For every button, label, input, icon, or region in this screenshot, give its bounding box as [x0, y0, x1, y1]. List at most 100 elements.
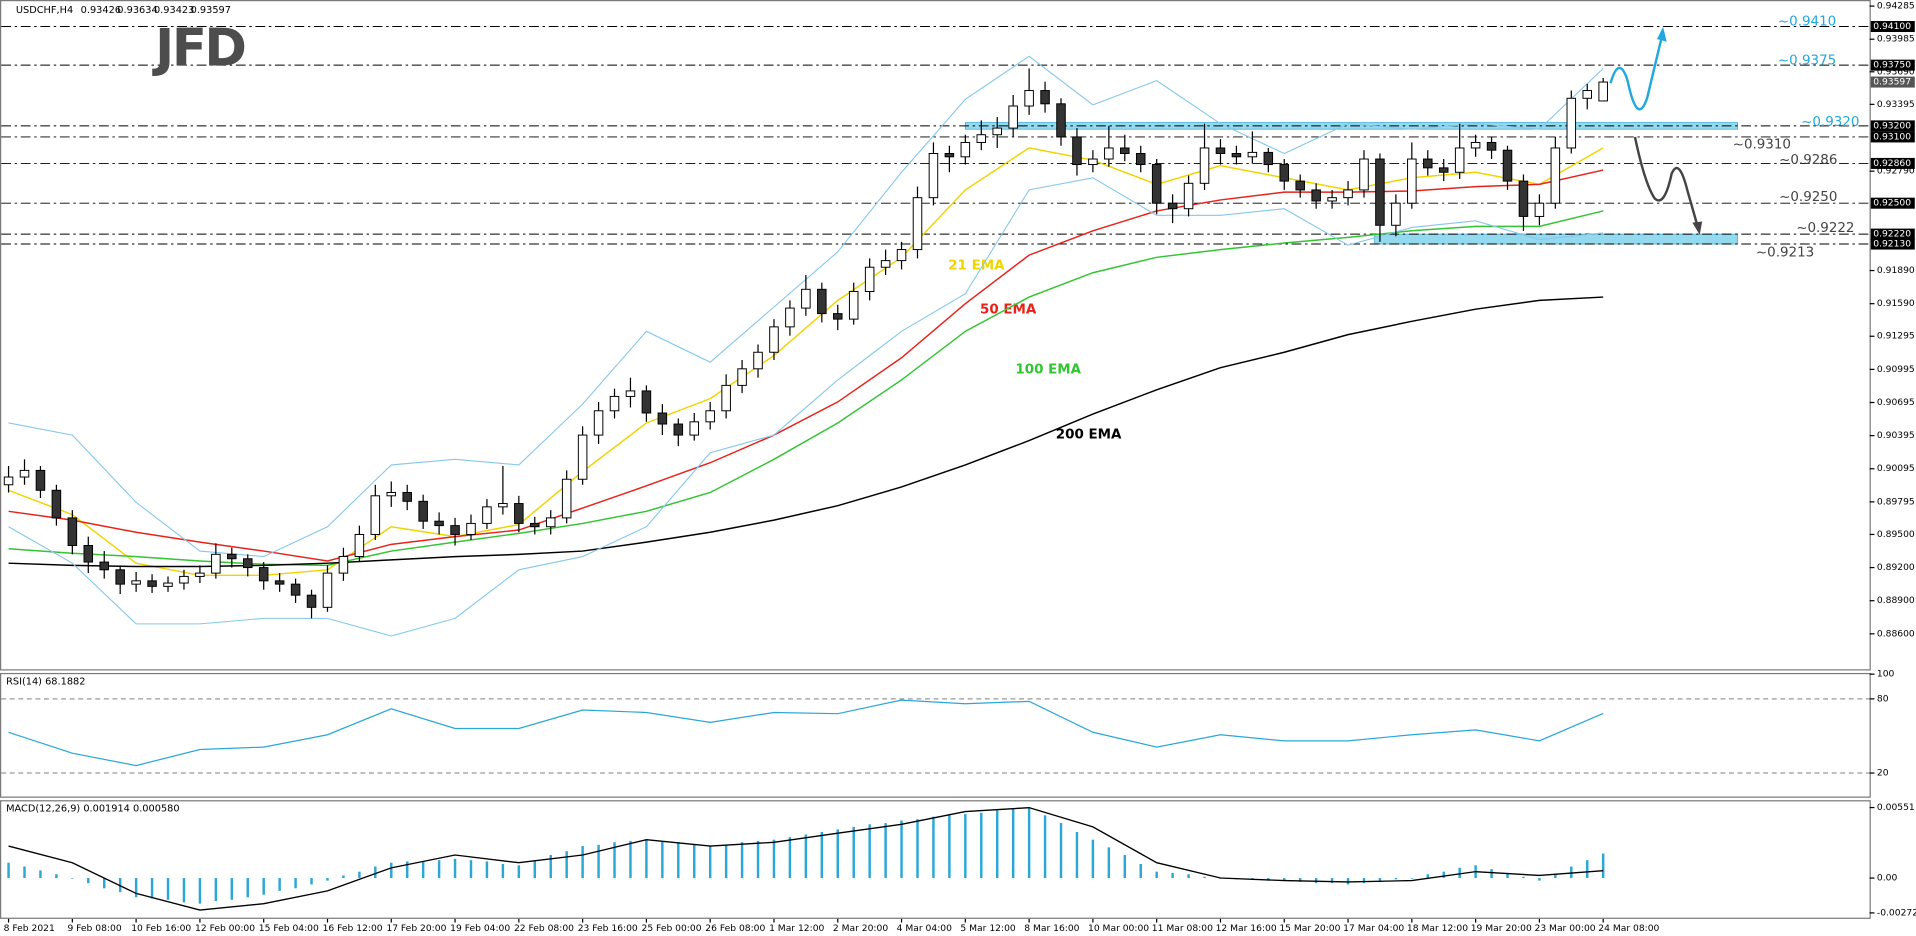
- macd-bar: [932, 816, 935, 879]
- macd-bar: [421, 861, 425, 879]
- ema-label: 100 EMA: [1015, 363, 1081, 378]
- macd-bar: [1378, 878, 1382, 882]
- macd-bar: [1522, 876, 1525, 879]
- candle-body: [880, 260, 891, 268]
- axis-level-label: 0.92860: [1873, 158, 1911, 169]
- candle-body: [912, 197, 923, 251]
- candle-body: [306, 594, 317, 608]
- x-tick-label: 23 Mar 00:00: [1535, 923, 1596, 934]
- level-label: ~0.9320: [1801, 115, 1859, 130]
- macd-bar: [198, 878, 202, 904]
- candle-body: [195, 572, 205, 577]
- macd-bar: [1283, 878, 1286, 881]
- x-tick-label: 15 Mar 20:00: [1279, 923, 1340, 934]
- x-tick-label: 10 Feb 16:00: [131, 923, 191, 934]
- candle-body: [1040, 90, 1050, 105]
- candle-body: [1550, 147, 1561, 204]
- x-tick-label: 5 Mar 12:00: [960, 923, 1015, 934]
- macd-bar: [533, 860, 537, 879]
- macd-bar: [405, 861, 409, 879]
- candle-body: [179, 575, 189, 584]
- macd-bar: [390, 862, 393, 879]
- candle-body: [1263, 151, 1274, 166]
- x-tick-label: 2 Mar 20:00: [833, 923, 888, 934]
- y-tick-label: 0.89500: [1877, 529, 1915, 540]
- ema-line: [8, 296, 1604, 568]
- macd-bar: [629, 840, 632, 879]
- candle-body: [1454, 147, 1465, 173]
- candle-body: [1088, 158, 1098, 166]
- candle-body: [338, 556, 349, 574]
- macd-bar: [1554, 874, 1557, 879]
- x-tick-label: 10 Mar 00:00: [1088, 923, 1149, 934]
- candle-body: [1295, 180, 1305, 191]
- candle-body: [1391, 202, 1401, 226]
- candle-body: [801, 288, 811, 309]
- macd-bar: [7, 862, 10, 879]
- candle-body: [1423, 158, 1433, 169]
- axis-level-label: 0.93750: [1873, 60, 1911, 71]
- candle-body: [785, 307, 795, 328]
- y-tick-label: 100: [1877, 669, 1895, 680]
- level-label: ~0.9250: [1779, 190, 1837, 205]
- candle-body: [1104, 147, 1114, 160]
- candle-body: [290, 583, 301, 596]
- x-tick-label: 1 Mar 12:00: [769, 923, 824, 934]
- candle-body: [689, 421, 700, 436]
- candle-body: [1375, 158, 1385, 226]
- rsi-line: [8, 699, 1604, 767]
- level-label: ~0.9310: [1733, 137, 1791, 152]
- candle-body: [147, 580, 157, 587]
- y-tick-label: 0.90395: [1877, 430, 1915, 441]
- macd-bar: [884, 823, 887, 879]
- x-tick-label: 16 Feb 12:00: [323, 923, 383, 934]
- x-tick-label: 25 Feb 00:00: [642, 923, 702, 934]
- macd-bar: [55, 874, 58, 879]
- macd-bar: [294, 878, 297, 889]
- axis-level-box: [1870, 120, 1915, 132]
- x-tick-label: 17 Mar 04:00: [1343, 923, 1404, 934]
- macd-bar: [39, 870, 42, 879]
- x-tick-label: 8 Feb 2021: [4, 923, 55, 934]
- ema-line: [8, 147, 1604, 577]
- candle-body: [386, 492, 397, 497]
- candle-body: [163, 582, 173, 587]
- candle-body: [1072, 136, 1082, 166]
- macd-bar: [214, 878, 218, 902]
- candle-body: [99, 561, 109, 571]
- macd-bar: [708, 846, 712, 879]
- candle-body: [609, 395, 620, 412]
- macd-bar: [820, 831, 824, 879]
- candle-body: [1279, 164, 1290, 182]
- panel-title: RSI(14) 68.1882: [6, 677, 85, 688]
- macd-bar: [1155, 871, 1158, 879]
- x-tick-label: 9 Feb 08:00: [67, 923, 121, 934]
- x-tick-label: 4 Mar 04:00: [897, 923, 952, 934]
- candle-body: [51, 489, 62, 519]
- candle-body: [1470, 141, 1481, 149]
- x-tick-label: 15 Feb 04:00: [259, 923, 319, 934]
- candle-body: [19, 469, 30, 478]
- macd-bar: [1570, 866, 1573, 879]
- main-panel: [0, 0, 1871, 671]
- candle-body: [896, 249, 907, 262]
- level-label: ~0.9213: [1756, 246, 1814, 261]
- y-tick-label: 0.00551: [1877, 802, 1915, 813]
- axis-level-box: [1870, 197, 1915, 209]
- macd-bar: [1362, 878, 1366, 884]
- ohlc-value: 0.93426: [81, 5, 121, 16]
- scenario-arrows: [1609, 26, 1703, 235]
- macd-bar: [246, 878, 249, 898]
- candle-body: [402, 492, 412, 502]
- candle-body: [960, 141, 971, 158]
- y-tick-label: 20: [1877, 768, 1889, 779]
- ema-label: 21 EMA: [948, 259, 1005, 274]
- macd-bar: [134, 878, 138, 898]
- macd-bar: [501, 863, 505, 879]
- candle-body: [1359, 158, 1369, 191]
- candle-body: [817, 288, 827, 315]
- macd-bar: [1203, 876, 1206, 879]
- candle-body: [641, 390, 652, 414]
- candle-body: [577, 434, 588, 480]
- macd-bar: [740, 842, 744, 879]
